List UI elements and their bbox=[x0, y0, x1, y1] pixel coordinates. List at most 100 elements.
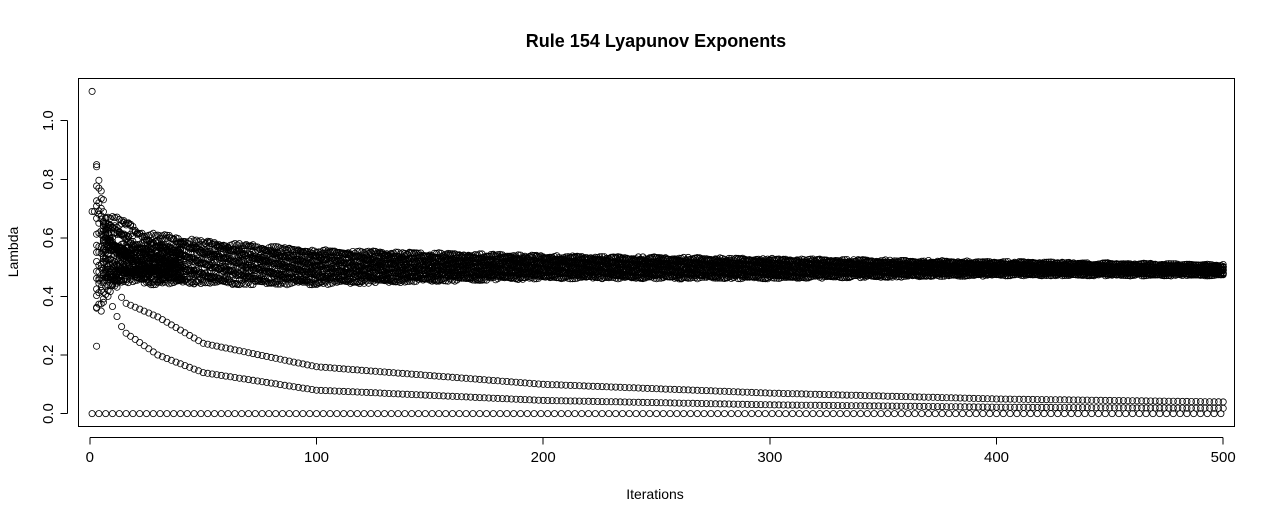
data-point bbox=[428, 252, 436, 260]
data-point bbox=[95, 279, 103, 287]
data-point bbox=[115, 262, 123, 270]
y-tick-label: 0.6 bbox=[40, 227, 57, 248]
data-point bbox=[249, 264, 257, 272]
data-point bbox=[161, 278, 169, 286]
data-point bbox=[215, 274, 223, 282]
data-point bbox=[149, 278, 157, 286]
data-point bbox=[369, 247, 377, 255]
data-point bbox=[256, 277, 264, 285]
x-tick-label: 400 bbox=[984, 449, 1009, 466]
data-point bbox=[446, 250, 454, 258]
data-point bbox=[95, 289, 103, 297]
data-point bbox=[322, 253, 330, 261]
data-point bbox=[95, 219, 103, 227]
data-point bbox=[281, 244, 289, 252]
data-point bbox=[158, 235, 166, 243]
data-point bbox=[190, 280, 198, 288]
x-tick-label: 0 bbox=[86, 449, 94, 466]
data-point bbox=[129, 267, 137, 275]
data-point bbox=[254, 243, 262, 251]
plot-frame bbox=[78, 78, 1235, 427]
data-point bbox=[240, 280, 248, 288]
data-point bbox=[322, 249, 330, 257]
data-point bbox=[179, 260, 187, 268]
data-point bbox=[97, 195, 105, 203]
data-point bbox=[163, 269, 171, 277]
data-point bbox=[482, 252, 490, 260]
data-point bbox=[147, 281, 155, 289]
data-point bbox=[430, 249, 438, 257]
y-tick-label: 1.0 bbox=[40, 110, 57, 131]
data-point bbox=[315, 261, 323, 269]
data-point bbox=[88, 207, 96, 215]
data-point bbox=[154, 278, 162, 286]
data-point bbox=[97, 300, 105, 308]
data-point bbox=[306, 278, 314, 286]
data-point bbox=[113, 213, 121, 221]
data-point bbox=[217, 242, 225, 250]
x-tick-label: 500 bbox=[1211, 449, 1236, 466]
data-points bbox=[88, 87, 1227, 418]
data-point bbox=[258, 275, 266, 283]
data-point bbox=[274, 280, 282, 288]
data-point bbox=[233, 271, 241, 279]
data-point bbox=[120, 260, 128, 268]
data-point bbox=[444, 249, 452, 257]
data-point bbox=[93, 342, 101, 350]
data-point bbox=[120, 239, 128, 247]
data-point bbox=[133, 256, 141, 264]
data-point bbox=[344, 278, 352, 286]
x-axis-label: Iterations bbox=[626, 486, 684, 502]
data-point bbox=[102, 271, 110, 279]
data-point bbox=[267, 243, 275, 251]
data-point bbox=[167, 245, 175, 253]
data-point bbox=[272, 242, 280, 250]
x-tick-label: 300 bbox=[757, 449, 782, 466]
data-point bbox=[310, 275, 318, 283]
data-point bbox=[95, 300, 103, 308]
data-point bbox=[392, 248, 400, 256]
data-point bbox=[197, 259, 205, 267]
data-point bbox=[396, 270, 404, 278]
data-point bbox=[115, 244, 123, 252]
data-point bbox=[265, 262, 273, 270]
data-point bbox=[308, 262, 316, 270]
data-point bbox=[276, 244, 284, 252]
data-point bbox=[249, 266, 257, 274]
data-point bbox=[188, 235, 196, 243]
data-point bbox=[93, 163, 101, 171]
data-point bbox=[99, 236, 107, 244]
data-point bbox=[231, 257, 239, 265]
y-tick-label: 0.8 bbox=[40, 169, 57, 190]
data-point bbox=[249, 243, 257, 251]
data-point bbox=[93, 197, 101, 205]
data-point bbox=[181, 273, 189, 281]
data-point bbox=[97, 187, 105, 195]
data-point bbox=[111, 222, 119, 230]
x-tick-label: 100 bbox=[304, 449, 329, 466]
data-point bbox=[260, 277, 268, 285]
data-point bbox=[201, 279, 209, 287]
data-point bbox=[326, 257, 334, 265]
data-point bbox=[95, 229, 103, 237]
data-point bbox=[97, 227, 105, 235]
data-point bbox=[403, 251, 411, 259]
data-point bbox=[93, 202, 101, 210]
data-point bbox=[242, 240, 250, 248]
data-point bbox=[267, 279, 275, 287]
data-point bbox=[371, 268, 379, 276]
data-point bbox=[93, 161, 101, 169]
data-point bbox=[233, 251, 241, 259]
data-point bbox=[269, 243, 277, 251]
y-axis-label: Lambda bbox=[5, 226, 21, 277]
y-tick-label: 0.4 bbox=[40, 286, 57, 307]
data-point bbox=[99, 248, 107, 256]
data-point bbox=[102, 229, 110, 237]
data-point bbox=[308, 278, 316, 286]
y-axis: 0.00.20.40.60.81.0 bbox=[40, 110, 68, 424]
data-point bbox=[113, 260, 121, 268]
data-point bbox=[469, 276, 477, 284]
data-point bbox=[235, 240, 243, 248]
data-point bbox=[142, 247, 150, 255]
